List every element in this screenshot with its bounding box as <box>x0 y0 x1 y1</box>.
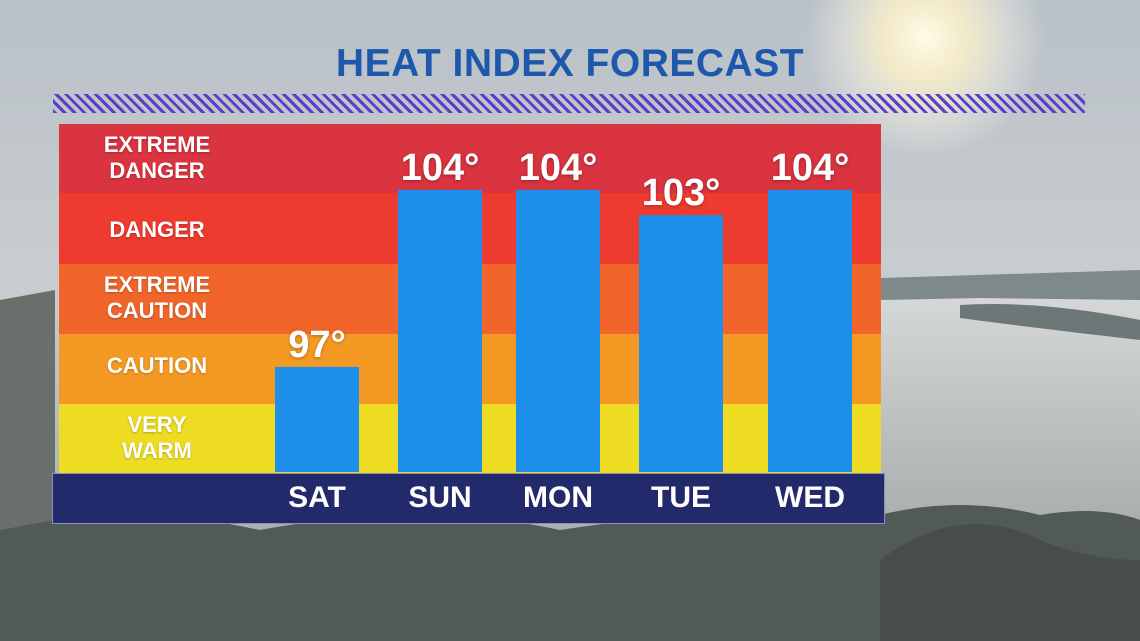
day-label-mon: MON <box>523 481 593 514</box>
value-label-sat: 97° <box>288 323 346 366</box>
band-label-very-warm: VERY WARM <box>122 412 192 463</box>
bar-wed <box>768 189 852 473</box>
day-label-wed: WED <box>775 481 845 514</box>
day-label-sun: SUN <box>408 481 472 514</box>
band-label-extreme-danger: EXTREME DANGER <box>103 132 211 183</box>
bar-sun <box>398 189 482 473</box>
value-label-wed: 104° <box>770 146 850 189</box>
bar-sat <box>275 366 359 472</box>
day-label-sat: SAT <box>288 481 346 514</box>
value-label-tue: 103° <box>641 172 721 215</box>
band-label-danger: DANGER <box>109 217 205 242</box>
value-label-sun: 104° <box>400 146 480 189</box>
decorative-stripe <box>53 94 1085 113</box>
band-label-extreme-caution: EXTREME CAUTION <box>103 272 211 323</box>
chart-title: HEAT INDEX FORECAST <box>335 42 805 85</box>
band-label-caution: CAUTION <box>106 353 208 378</box>
value-label-mon: 104° <box>518 146 598 189</box>
bar-tue <box>639 215 723 472</box>
day-axis-bar <box>52 473 885 524</box>
bar-mon <box>516 189 600 473</box>
day-label-tue: TUE <box>651 481 711 514</box>
